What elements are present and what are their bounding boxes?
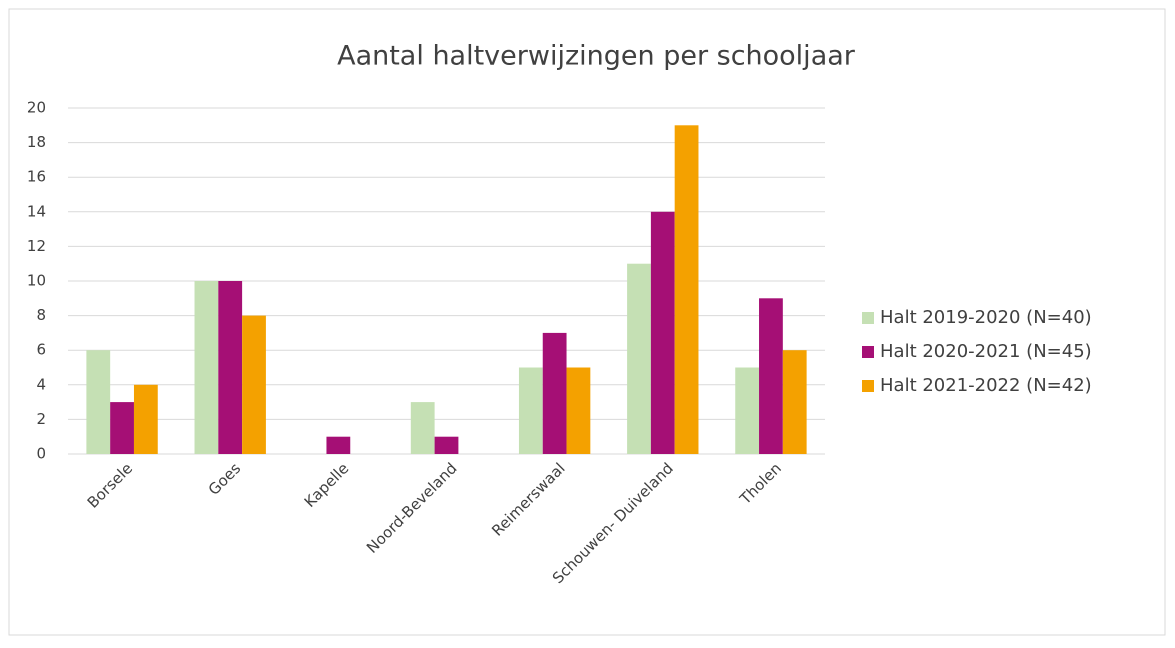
y-tick-label: 6	[36, 341, 46, 359]
bar	[782, 350, 807, 454]
y-tick-label: 4	[36, 375, 46, 393]
y-tick-label: 12	[27, 237, 46, 255]
bar	[650, 211, 675, 454]
bar	[218, 281, 243, 454]
bar	[566, 367, 591, 454]
bar	[194, 281, 219, 454]
bar	[627, 263, 651, 454]
legend-label: Halt 2021-2022 (N=42)	[880, 375, 1092, 396]
chart-title: Aantal haltverwijzingen per schooljaar	[337, 41, 856, 72]
bar	[133, 384, 158, 454]
y-tick-label: 8	[36, 306, 46, 324]
y-tick-label: 0	[36, 445, 46, 463]
bar	[759, 298, 783, 454]
y-tick-label: 20	[27, 99, 46, 117]
bar	[242, 315, 266, 454]
bar	[674, 125, 699, 455]
y-tick-label: 18	[27, 133, 46, 151]
legend-swatch	[862, 312, 874, 324]
bar	[110, 402, 134, 454]
legend-label: Halt 2019-2020 (N=40)	[880, 307, 1092, 328]
legend-swatch	[862, 346, 874, 358]
y-tick-label: 16	[27, 168, 46, 186]
bar	[326, 436, 351, 454]
y-tick-label: 14	[27, 202, 46, 220]
bar	[410, 402, 435, 454]
bar	[542, 332, 567, 454]
legend-label: Halt 2020-2021 (N=45)	[880, 341, 1092, 362]
bar	[434, 436, 459, 454]
bar	[518, 367, 543, 454]
legend-swatch	[862, 380, 874, 392]
bar	[735, 367, 760, 454]
y-tick-label: 2	[36, 410, 46, 428]
y-tick-label: 10	[27, 272, 46, 290]
bar	[86, 350, 111, 454]
